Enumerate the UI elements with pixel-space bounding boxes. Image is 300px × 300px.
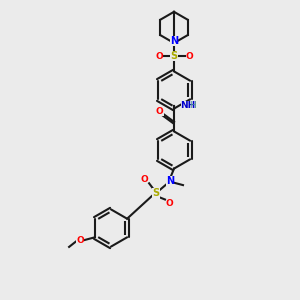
Text: O: O (185, 52, 193, 61)
Text: H: H (189, 101, 196, 110)
Text: S: S (170, 51, 178, 62)
Text: N: N (166, 176, 174, 186)
Text: NH: NH (181, 101, 196, 110)
Text: O: O (76, 236, 84, 245)
Text: O: O (141, 175, 148, 184)
Text: O: O (155, 52, 163, 61)
Text: O: O (156, 107, 164, 116)
Text: S: S (152, 188, 160, 199)
Text: O: O (166, 199, 173, 208)
Text: N: N (170, 36, 178, 46)
